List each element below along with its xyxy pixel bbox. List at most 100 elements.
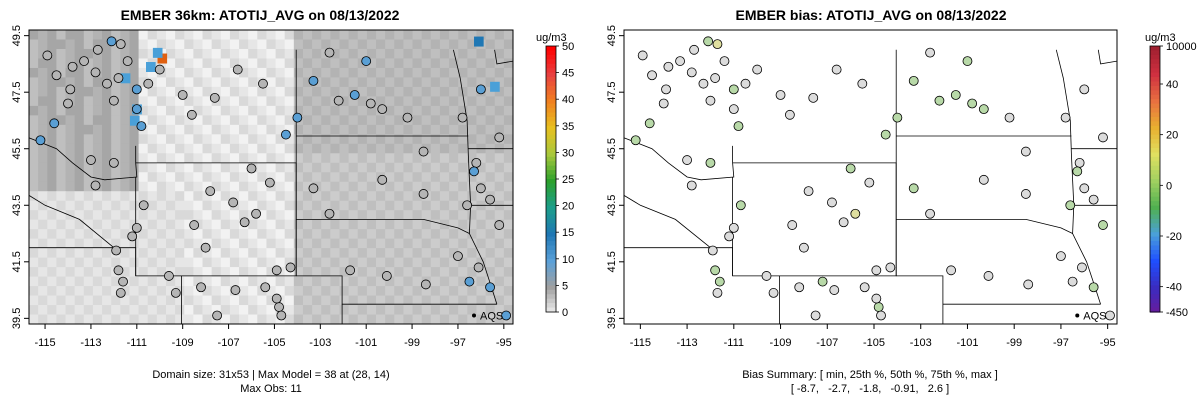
station-marker <box>271 293 282 304</box>
station-marker <box>876 310 886 321</box>
station-marker <box>1056 251 1066 262</box>
colorbar-label: -40 <box>1166 282 1182 294</box>
station-marker <box>1079 183 1090 194</box>
station-marker <box>1098 220 1108 230</box>
station-marker <box>131 104 142 115</box>
right-aqs-marker <box>1075 313 1080 318</box>
station-marker <box>1077 262 1087 273</box>
station-marker <box>260 282 271 293</box>
station-marker <box>675 56 685 66</box>
station-marker <box>831 64 842 75</box>
x-tick-label: -103 <box>910 337 932 349</box>
station-marker <box>349 90 360 100</box>
left-colorbar-unit: ug/m3 <box>536 32 567 44</box>
y-tick-label: 45.5 <box>606 138 618 159</box>
station-marker <box>108 157 119 168</box>
colorbar-label: 10 <box>562 254 574 266</box>
y-tick-label: 49.5 <box>11 25 23 46</box>
colorbar-label: 0 <box>1166 180 1172 192</box>
station-marker <box>661 84 671 95</box>
y-tick-label: 41.5 <box>606 251 618 272</box>
station-marker <box>817 276 828 287</box>
station-marker <box>1098 132 1108 143</box>
station-marker <box>377 104 388 115</box>
station-marker <box>324 47 335 58</box>
y-tick-label: 39.5 <box>11 308 23 329</box>
left-stations <box>35 36 512 321</box>
station-marker <box>698 78 709 89</box>
station-marker <box>1079 84 1090 95</box>
right-caption-1: Bias Summary: [ min, 25th %, 50th %, 75t… <box>742 369 998 381</box>
station-marker <box>1088 282 1099 293</box>
station-marker <box>1020 189 1031 199</box>
station-marker <box>908 75 919 86</box>
station-marker <box>324 208 335 219</box>
station-marker <box>113 265 124 276</box>
y-tick-label: 49.5 <box>606 25 618 46</box>
right-caption-2: [ -8.7, -2.7, -1.8, -0.91, 2.6 ] <box>791 383 949 395</box>
station-marker <box>292 112 303 123</box>
right-y-axis: 39.5 41.5 43.5 45.5 47.5 49.5 <box>606 25 624 329</box>
station-marker <box>978 174 989 185</box>
station-marker <box>453 251 463 262</box>
station-marker <box>794 282 805 293</box>
x-tick-label: -101 <box>956 337 978 349</box>
y-tick-label: 47.5 <box>11 81 23 102</box>
station-marker <box>686 67 697 78</box>
station-marker <box>361 56 372 66</box>
x-tick-label: -99 <box>1006 337 1022 349</box>
left-caption-2: Max Obs: 11 <box>240 383 302 395</box>
x-tick-label: -107 <box>816 337 838 349</box>
station-marker <box>871 265 882 276</box>
station-marker <box>962 56 973 66</box>
colorbar-label: 45 <box>562 68 574 80</box>
station-marker <box>200 242 211 253</box>
x-tick-label: -101 <box>355 337 377 349</box>
station-marker <box>501 310 512 321</box>
station-marker <box>946 265 957 276</box>
station-marker <box>115 288 126 298</box>
station-marker <box>457 112 468 123</box>
colorbar-label: -20 <box>1166 231 1182 243</box>
left-colorbar: ug/m3 0 5 10 15 20 25 30 35 40 45 50 <box>536 32 574 319</box>
station-marker <box>925 208 935 219</box>
x-tick-label: -109 <box>770 337 792 349</box>
station-marker <box>420 279 431 290</box>
station-marker <box>494 220 505 230</box>
station-marker <box>775 90 786 100</box>
station-marker <box>712 39 723 50</box>
station-marker <box>658 98 669 109</box>
colorbar-label: 0 <box>562 307 568 319</box>
x-tick-label: -97 <box>450 337 466 349</box>
station-marker <box>170 288 181 298</box>
colorbar-label: 20 <box>1166 130 1178 142</box>
station-marker <box>735 200 746 211</box>
station-marker <box>106 36 117 47</box>
station-marker <box>365 98 376 109</box>
station-marker <box>90 180 101 191</box>
station-marker <box>485 194 495 205</box>
station-marker <box>682 155 692 165</box>
left-x-axis: -115 -113 -111 -109 -107 -105 -103 -101 -99 -97 -9… <box>34 324 512 349</box>
station-marker <box>892 112 903 123</box>
station-marker <box>271 265 282 276</box>
station-marker <box>707 245 718 256</box>
station-marker <box>377 174 388 185</box>
right-state-borders <box>624 49 1117 324</box>
colorbar-label: 5 <box>562 280 568 292</box>
station-marker <box>857 78 868 89</box>
station-marker <box>212 310 222 321</box>
station-marker <box>752 64 763 75</box>
station-marker <box>92 44 103 55</box>
station-marker <box>689 44 699 55</box>
station-marker <box>418 146 429 157</box>
station-marker <box>308 75 319 86</box>
colorbar-label: 15 <box>562 227 574 239</box>
station-marker <box>251 208 261 219</box>
station-marker <box>471 157 482 168</box>
station-marker <box>49 118 60 129</box>
y-tick-label: 43.5 <box>606 195 618 216</box>
station-marker <box>761 271 772 281</box>
station-marker <box>131 84 142 95</box>
